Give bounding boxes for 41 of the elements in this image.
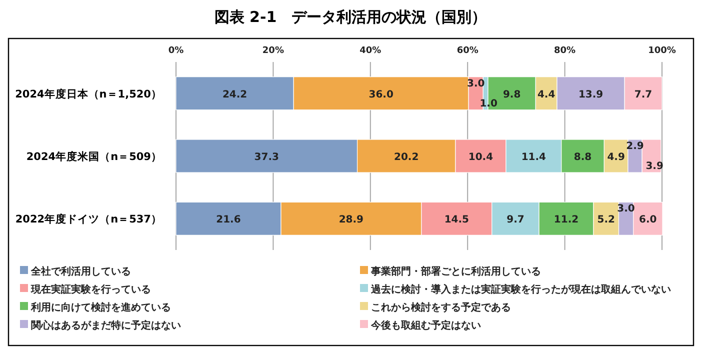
- legend-label: 現在実証実験を行っている: [30, 284, 151, 296]
- y-tick-label: 2024年度日本（n＝1,520）: [15, 87, 162, 100]
- data-label: 21.6: [216, 214, 241, 226]
- chart-title: 図表 2-1 データ利活用の状況（国別）: [214, 8, 487, 26]
- data-label: 14.5: [444, 214, 470, 226]
- data-label: 9.7: [506, 214, 524, 226]
- x-tick-label: 60%: [456, 46, 478, 56]
- data-label: 20.2: [394, 152, 419, 163]
- x-tick-label: 0%: [168, 46, 184, 56]
- legend-label: 関心はあるがまだ特に予定はない: [31, 320, 181, 332]
- x-tick-label: 20%: [262, 46, 284, 56]
- data-label: 10.4: [468, 152, 494, 163]
- data-label: 9.8: [502, 89, 521, 100]
- y-tick-label: 2022年度ドイツ（n＝537）: [15, 212, 162, 226]
- y-tick-label: 2024年度米国（n＝509）: [26, 150, 162, 163]
- legend-label: 事業部門・部署ごとに利活用している: [370, 266, 541, 278]
- data-label: 36.0: [368, 89, 394, 100]
- x-tick-label: 80%: [554, 46, 576, 56]
- data-label: 11.4: [521, 152, 546, 163]
- x-tick-label: 40%: [360, 46, 382, 56]
- data-label: 5.2: [597, 214, 616, 226]
- legend-label: 全社で利活用している: [30, 266, 131, 278]
- data-label: 4.9: [607, 152, 625, 163]
- data-label: 7.7: [634, 89, 652, 100]
- data-label: 2.9: [626, 141, 644, 152]
- data-label: 8.8: [574, 152, 592, 163]
- data-label: 24.2: [222, 89, 248, 100]
- data-label: 6.0: [639, 214, 657, 226]
- data-label: 3.9: [646, 161, 664, 172]
- data-label: 13.9: [578, 89, 604, 100]
- x-tick-label: 100%: [648, 46, 676, 56]
- data-label: 3.0: [617, 204, 635, 215]
- legend-label: これから検討をする予定である: [371, 302, 511, 314]
- data-label: 28.9: [338, 214, 364, 226]
- data-label: 3.0: [467, 78, 485, 90]
- legend-label: 今後も取組む予定はない: [370, 320, 481, 332]
- legend-label: 利用に向けて検討を進めている: [30, 302, 171, 314]
- legend-label: 過去に検討・導入または実証実験を行ったが現在は取組んでいない: [370, 284, 671, 296]
- data-label: 37.3: [254, 152, 280, 163]
- data-label: 11.2: [554, 214, 579, 226]
- data-label: 4.4: [537, 89, 556, 100]
